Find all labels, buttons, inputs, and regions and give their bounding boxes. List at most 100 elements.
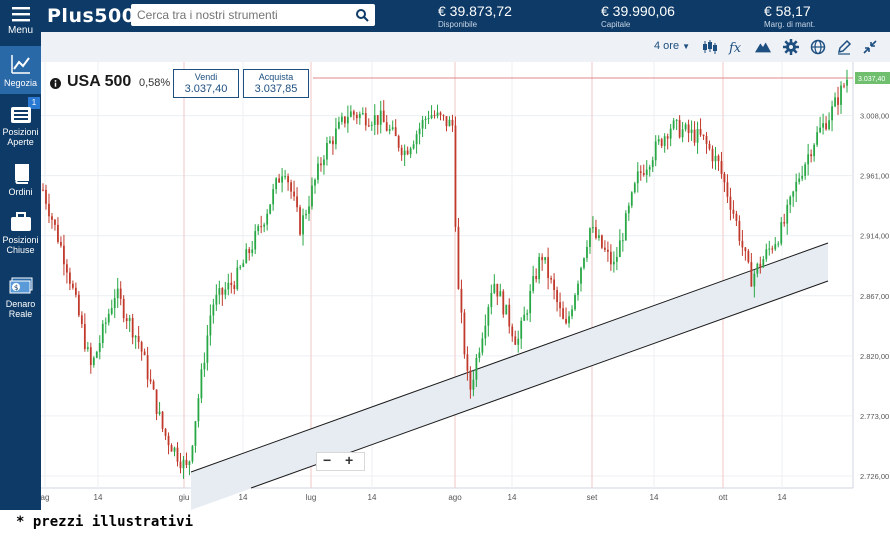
candle-body <box>606 249 609 252</box>
mountain-icon[interactable] <box>755 39 771 55</box>
candle-body <box>57 224 59 242</box>
chart-canvas[interactable]: 3.008,00 2.961,00 2.914,00 2.867,00 2.820,00… <box>41 62 890 510</box>
candle-body <box>430 115 433 118</box>
price-chart[interactable]: 3.008,00 2.961,00 2.914,00 2.867,00 2.820,00… <box>41 62 890 510</box>
sidebar-item-ordini[interactable]: Ordini <box>0 164 41 204</box>
zoom-in-button[interactable]: + <box>345 452 354 468</box>
x-tick-label: set <box>587 493 598 502</box>
candle-body <box>565 318 567 324</box>
gear-icon[interactable] <box>783 39 799 55</box>
candle-body <box>86 347 89 350</box>
candle-body <box>759 263 762 268</box>
candle-body <box>77 294 80 316</box>
pencil-icon[interactable] <box>836 39 852 55</box>
candle-body <box>51 216 53 220</box>
candle-body <box>101 323 104 344</box>
candle-body <box>690 129 693 133</box>
candle-body <box>260 226 263 228</box>
candle-body <box>176 447 179 462</box>
candle-body <box>188 461 191 466</box>
candle-body <box>164 428 167 436</box>
candle-body <box>66 264 68 273</box>
candle-body <box>63 245 65 265</box>
info-icon[interactable] <box>50 78 61 89</box>
candle-body <box>209 315 212 336</box>
candle-body <box>535 276 538 280</box>
candle-body <box>361 112 364 115</box>
account-available: € 39.873,72 Disponibile <box>438 3 512 29</box>
candle-body <box>146 355 149 380</box>
menu-button[interactable]: Menu <box>0 6 41 44</box>
candle-body <box>666 136 669 139</box>
candle-body <box>834 97 836 107</box>
candle-body <box>589 228 591 247</box>
candle-body <box>532 276 535 291</box>
candle-body <box>544 257 547 261</box>
candle-body <box>612 261 615 265</box>
candle-body <box>810 154 813 157</box>
candle-body <box>508 304 511 327</box>
sidebar-item-posizioni-chiuse[interactable]: Posizioni Chiuse <box>0 212 41 260</box>
timeframe-selector[interactable]: 4 ore ▼ <box>654 40 691 52</box>
search-box[interactable] <box>131 4 375 26</box>
candle-body <box>753 273 756 287</box>
instrument-change: 0,58% <box>139 77 171 89</box>
candle-body <box>89 347 92 366</box>
compress-icon[interactable] <box>862 39 878 55</box>
candle-body <box>173 447 176 452</box>
candle-body <box>71 283 74 288</box>
candle-body <box>801 175 804 179</box>
candle-body <box>828 120 830 130</box>
candle-body <box>167 435 170 446</box>
x-tick-label: 14 <box>778 493 787 502</box>
candle-body <box>263 224 266 227</box>
globe-icon[interactable] <box>810 39 826 55</box>
candle-body <box>287 176 289 183</box>
search-input[interactable] <box>137 6 347 24</box>
candle-body <box>212 304 215 316</box>
candle-body <box>771 248 774 250</box>
candle-body <box>837 97 839 105</box>
candle-body <box>284 176 286 178</box>
candle-body <box>403 150 406 156</box>
candle-body <box>592 227 594 229</box>
candle-body <box>227 282 230 290</box>
search-icon[interactable] <box>355 8 369 22</box>
candle-body <box>693 129 696 143</box>
candle-body <box>54 219 56 225</box>
candle-body <box>80 315 83 324</box>
sidebar-item-negozia[interactable]: Negozia <box>0 46 41 94</box>
candlestick-icon[interactable] <box>702 39 718 55</box>
zoom-out-button[interactable]: − <box>323 452 332 468</box>
sidebar-item-posizioni-aperte[interactable]: Posizioni Aperte <box>0 104 41 152</box>
function-icon[interactable]: fx <box>728 39 744 55</box>
candle-body <box>367 125 370 127</box>
candle-body <box>358 114 361 119</box>
account-maintenance-margin: € 58,17 Marg. di mant. <box>764 3 816 29</box>
candle-body <box>696 129 699 143</box>
hamburger-icon <box>11 7 30 22</box>
candle-body <box>786 204 789 224</box>
sidebar-item-denaro-reale[interactable]: $ Denaro Reale <box>0 276 41 324</box>
candle-body <box>478 352 481 358</box>
x-tick-label: ott <box>719 493 729 502</box>
buy-button[interactable]: Acquista 3.037,85 <box>243 69 309 98</box>
chevron-down-icon: ▼ <box>682 42 691 51</box>
sell-button[interactable]: Vendi 3.037,40 <box>173 69 239 98</box>
candle-body <box>819 127 822 133</box>
candle-body <box>418 128 421 135</box>
candle-body <box>131 318 134 338</box>
candle-body <box>502 291 505 315</box>
candle-body <box>296 196 298 208</box>
candle-body <box>308 206 310 214</box>
candle-body <box>278 178 281 183</box>
candle-body <box>804 164 807 176</box>
trend-line-upper <box>190 242 829 473</box>
candle-body <box>654 141 657 161</box>
candle-body <box>242 263 245 267</box>
candle-body <box>529 290 532 314</box>
candle-body <box>523 314 526 321</box>
instrument-name: USA 500 <box>67 73 132 90</box>
candle-body <box>813 144 816 157</box>
candle-body <box>215 294 218 305</box>
